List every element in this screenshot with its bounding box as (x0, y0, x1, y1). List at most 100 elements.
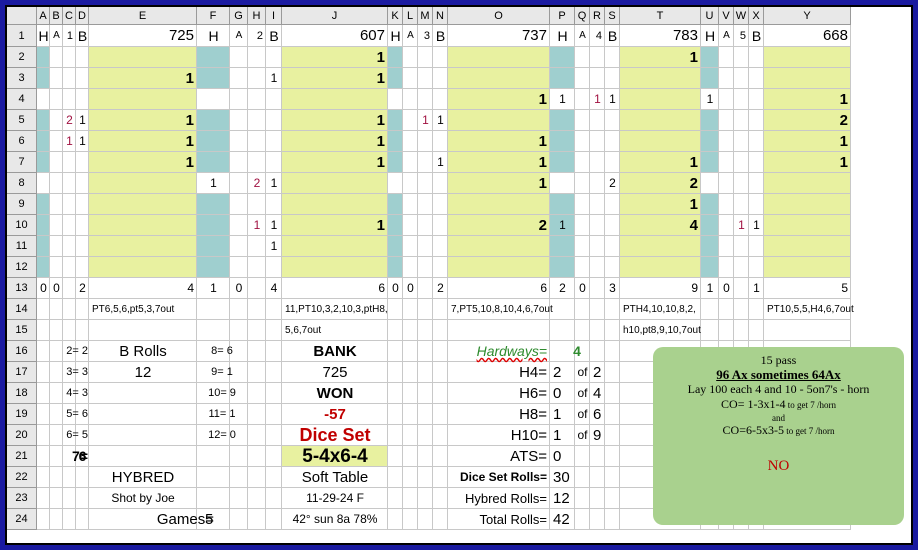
cell-v3[interactable] (719, 68, 734, 89)
column-header-v[interactable]: V (719, 7, 734, 25)
cell-b23[interactable] (50, 488, 63, 509)
cell-b7[interactable] (50, 152, 63, 173)
cell-k5[interactable] (388, 110, 403, 131)
cell-f8[interactable] (197, 173, 230, 194)
cell-t11[interactable] (620, 236, 701, 257)
cell-j8[interactable] (282, 173, 388, 194)
cell-n24[interactable] (433, 509, 448, 530)
cell-e9[interactable] (89, 194, 197, 215)
cell-p14[interactable] (550, 299, 575, 320)
cell-m14[interactable] (418, 299, 433, 320)
cell-c8[interactable] (63, 173, 76, 194)
cell-w2[interactable] (734, 47, 749, 68)
cell-o24[interactable] (448, 509, 550, 530)
cell-l20[interactable] (403, 425, 418, 446)
cell-h11[interactable] (248, 236, 266, 257)
column-header-l[interactable]: L (403, 7, 418, 25)
cell-h10[interactable] (248, 215, 266, 236)
cell-x12[interactable] (749, 257, 764, 278)
cell-a7[interactable] (37, 152, 50, 173)
cell-r22[interactable] (590, 467, 605, 488)
column-header-q[interactable]: Q (575, 7, 590, 25)
cell-r7[interactable] (590, 152, 605, 173)
cell-b16[interactable] (50, 341, 63, 362)
cell-n23[interactable] (433, 488, 448, 509)
cell-s19[interactable] (605, 404, 620, 425)
cell-n18[interactable] (433, 383, 448, 404)
cell-p20[interactable] (550, 425, 575, 446)
row-header-3[interactable]: 3 (7, 68, 37, 89)
row-header-6[interactable]: 6 (7, 131, 37, 152)
cell-e19[interactable] (89, 404, 197, 425)
cell-k8[interactable] (388, 173, 403, 194)
cell-o19[interactable] (448, 404, 550, 425)
cell-o8[interactable] (448, 173, 550, 194)
cell-m12[interactable] (418, 257, 433, 278)
cell-p17[interactable] (550, 362, 575, 383)
cell-p21[interactable] (550, 446, 575, 467)
cell-d11[interactable] (76, 236, 89, 257)
cell-m17[interactable] (418, 362, 433, 383)
cell-f14[interactable] (197, 299, 230, 320)
cell-i8[interactable] (266, 173, 282, 194)
cell-j17[interactable] (282, 362, 388, 383)
row-header-11[interactable]: 11 (7, 236, 37, 257)
cell-c15[interactable] (63, 320, 76, 341)
cell-y13[interactable] (764, 278, 851, 299)
cell-a2[interactable] (37, 47, 50, 68)
cell-q24[interactable] (575, 509, 590, 530)
cell-m18[interactable] (418, 383, 433, 404)
cell-s12[interactable] (605, 257, 620, 278)
cell-f13[interactable] (197, 278, 230, 299)
cell-m22[interactable] (418, 467, 433, 488)
cell-a18[interactable] (37, 383, 50, 404)
cell-t13[interactable] (620, 278, 701, 299)
cell-x10[interactable] (749, 215, 764, 236)
cell-o10[interactable] (448, 215, 550, 236)
cell-v4[interactable] (719, 89, 734, 110)
cell-u10[interactable] (701, 215, 719, 236)
row-header-12[interactable]: 12 (7, 257, 37, 278)
cell-f1[interactable] (197, 25, 230, 47)
cell-j19[interactable] (282, 404, 388, 425)
row-header-4[interactable]: 4 (7, 89, 37, 110)
cell-s16[interactable] (605, 341, 620, 362)
cell-h16[interactable] (248, 341, 266, 362)
cell-r14[interactable] (590, 299, 605, 320)
column-header-d[interactable]: D (76, 7, 89, 25)
cell-j18[interactable] (282, 383, 388, 404)
cell-a14[interactable] (37, 299, 50, 320)
row-header-9[interactable]: 9 (7, 194, 37, 215)
cell-m16[interactable] (418, 341, 433, 362)
cell-s21[interactable] (605, 446, 620, 467)
cell-i23[interactable] (266, 488, 282, 509)
cell-q8[interactable] (575, 173, 590, 194)
row-header-1[interactable]: 1 (7, 25, 37, 47)
cell-b21[interactable] (50, 446, 63, 467)
cell-q6[interactable] (575, 131, 590, 152)
cell-h4[interactable] (248, 89, 266, 110)
cell-b3[interactable] (50, 68, 63, 89)
cell-w1[interactable] (734, 25, 749, 47)
cell-i5[interactable] (266, 110, 282, 131)
cell-g19[interactable] (230, 404, 248, 425)
cell-t12[interactable] (620, 257, 701, 278)
cell-j13[interactable] (282, 278, 388, 299)
cell-l23[interactable] (403, 488, 418, 509)
cell-k16[interactable] (388, 341, 403, 362)
cell-a12[interactable] (37, 257, 50, 278)
cell-s4[interactable] (605, 89, 620, 110)
cell-g21[interactable] (230, 446, 248, 467)
row-header-13[interactable]: 13 (7, 278, 37, 299)
cell-f12[interactable] (197, 257, 230, 278)
cell-q5[interactable] (575, 110, 590, 131)
cell-r3[interactable] (590, 68, 605, 89)
cell-d15[interactable] (76, 320, 89, 341)
cell-p4[interactable] (550, 89, 575, 110)
cell-q23[interactable] (575, 488, 590, 509)
cell-s10[interactable] (605, 215, 620, 236)
cell-f15[interactable] (197, 320, 230, 341)
cell-c5[interactable] (63, 110, 76, 131)
cell-f5[interactable] (197, 110, 230, 131)
cell-n7[interactable] (433, 152, 448, 173)
